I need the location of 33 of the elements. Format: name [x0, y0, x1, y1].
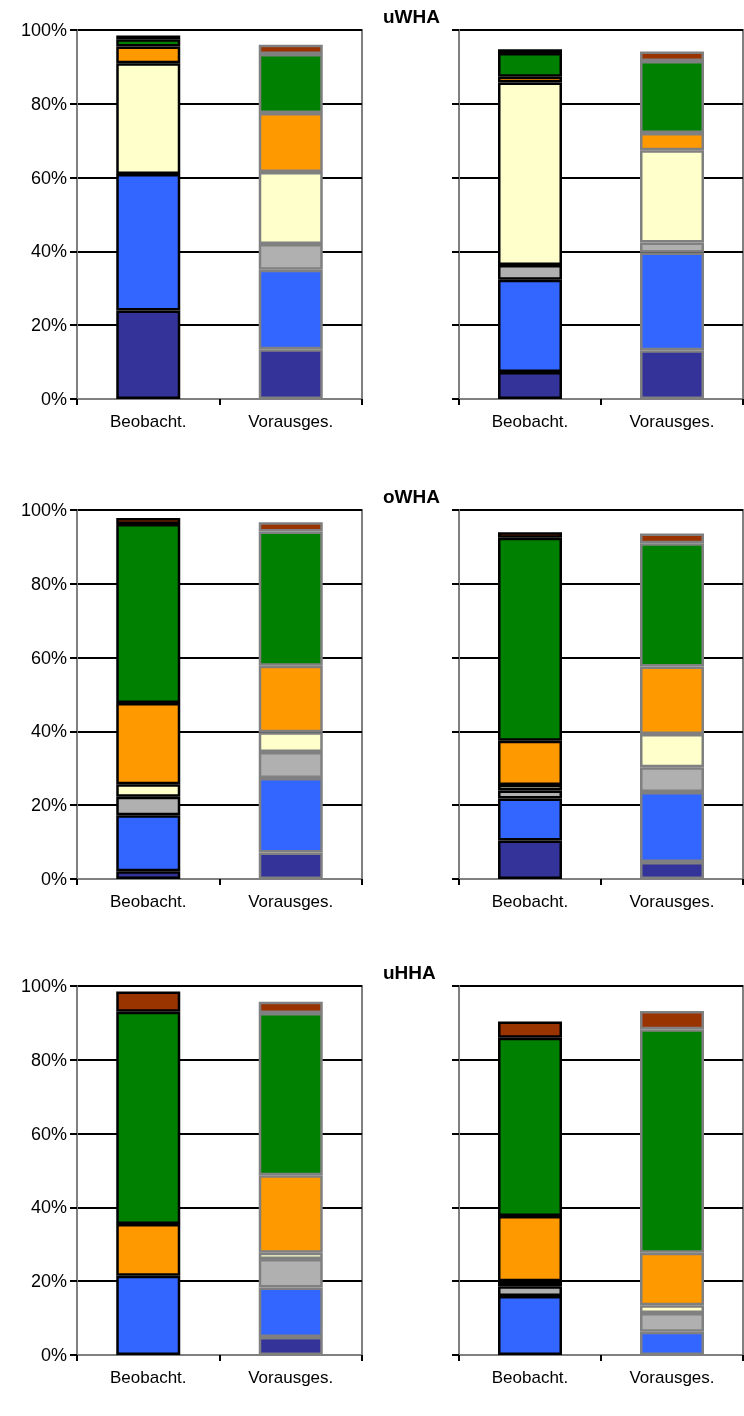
y-tick-label: 20% — [30, 795, 67, 816]
x-tick-label: Beobacht. — [491, 412, 569, 431]
y-tick-label: 100% — [20, 976, 67, 996]
x-tick-label: Vorausges. — [248, 892, 334, 911]
y-tick-label: 40% — [30, 241, 67, 262]
x-tick-label: Beobacht. — [109, 892, 187, 911]
y-tick-label: 60% — [30, 167, 67, 188]
x-tick-label: Beobacht. — [109, 1368, 187, 1387]
x-tick-label: Vorausges. — [248, 1368, 334, 1387]
x-tick-label: Vorausges. — [629, 892, 715, 911]
chart-title: oWHA — [383, 486, 441, 507]
chart-title: uHHA — [383, 962, 437, 983]
y-tick-label: 20% — [30, 1271, 67, 1292]
y-tick-label: 80% — [30, 1049, 67, 1070]
y-tick-label: 60% — [30, 647, 67, 668]
x-tick-label: Vorausges. — [629, 1368, 715, 1387]
y-tick-label: 80% — [30, 573, 67, 594]
y-tick-label: 60% — [30, 1123, 67, 1144]
y-tick-label: 40% — [30, 1197, 67, 1218]
y-tick-label: 100% — [20, 20, 67, 40]
y-tick-label: 40% — [30, 721, 67, 742]
y-tick-label: 80% — [30, 93, 67, 114]
x-tick-label: Vorausges. — [248, 412, 334, 431]
y-tick-label: 100% — [20, 500, 67, 520]
y-tick-label: 0% — [40, 1345, 67, 1365]
y-tick-label: 20% — [30, 315, 67, 336]
x-tick-label: Beobacht. — [491, 1368, 569, 1387]
chart-title: uWHA — [383, 6, 441, 27]
x-tick-label: Vorausges. — [629, 412, 715, 431]
x-tick-label: Beobacht. — [491, 892, 569, 911]
x-tick-label: Beobacht. — [109, 412, 187, 431]
y-tick-label: 0% — [40, 869, 67, 889]
y-tick-label: 0% — [40, 389, 67, 409]
